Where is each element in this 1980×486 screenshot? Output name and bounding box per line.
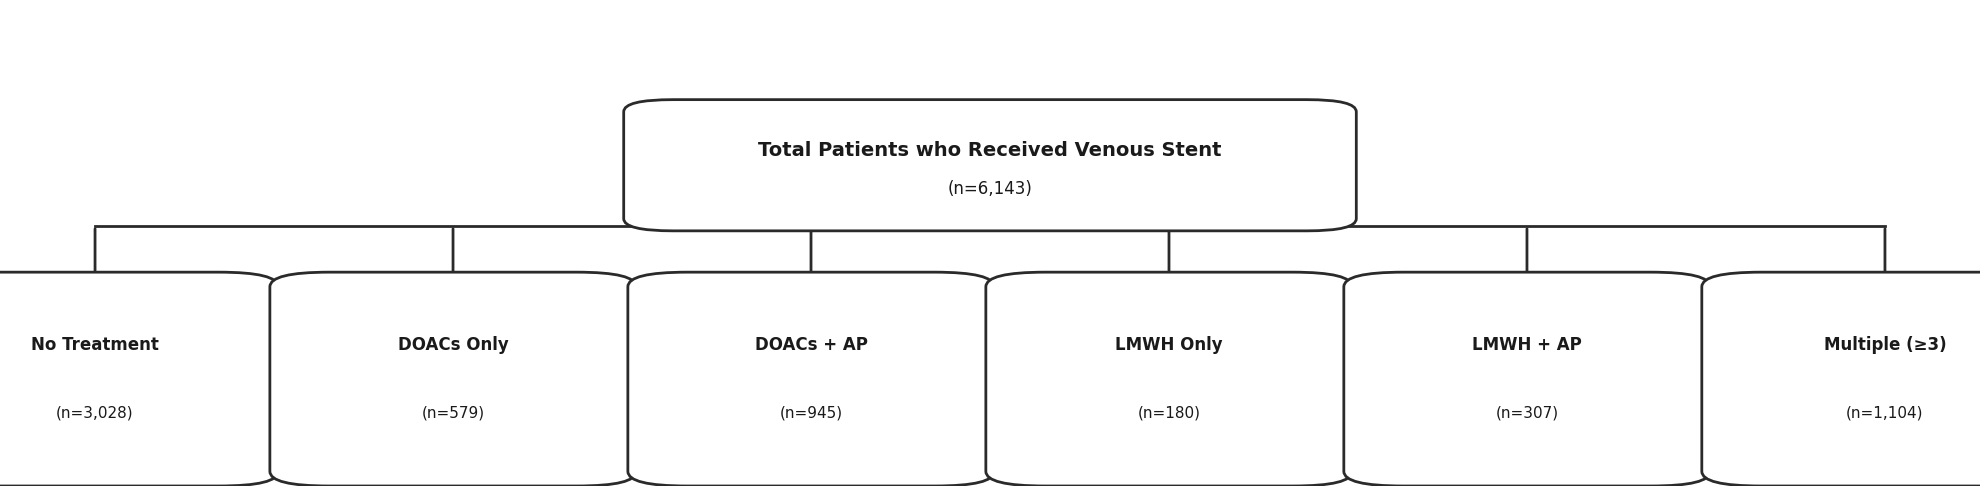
FancyBboxPatch shape: [0, 272, 277, 486]
Text: DOACs + AP: DOACs + AP: [754, 336, 867, 354]
Text: (n=307): (n=307): [1495, 406, 1558, 420]
Text: (n=579): (n=579): [422, 406, 485, 420]
Text: LMWH Only: LMWH Only: [1115, 336, 1224, 354]
Text: LMWH + AP: LMWH + AP: [1471, 336, 1582, 354]
FancyBboxPatch shape: [628, 272, 994, 486]
FancyBboxPatch shape: [624, 100, 1356, 231]
Text: (n=945): (n=945): [780, 406, 843, 420]
Text: (n=1,104): (n=1,104): [1845, 406, 1925, 420]
FancyBboxPatch shape: [269, 272, 636, 486]
Text: (n=180): (n=180): [1137, 406, 1200, 420]
Text: (n=3,028): (n=3,028): [55, 406, 135, 420]
Text: Total Patients who Received Venous Stent: Total Patients who Received Venous Stent: [758, 141, 1222, 160]
Text: Multiple (≥3): Multiple (≥3): [1824, 336, 1946, 354]
Text: (n=6,143): (n=6,143): [948, 179, 1032, 198]
Text: DOACs Only: DOACs Only: [398, 336, 509, 354]
FancyBboxPatch shape: [986, 272, 1352, 486]
Text: No Treatment: No Treatment: [32, 336, 158, 354]
FancyBboxPatch shape: [1703, 272, 1980, 486]
FancyBboxPatch shape: [1344, 272, 1711, 486]
